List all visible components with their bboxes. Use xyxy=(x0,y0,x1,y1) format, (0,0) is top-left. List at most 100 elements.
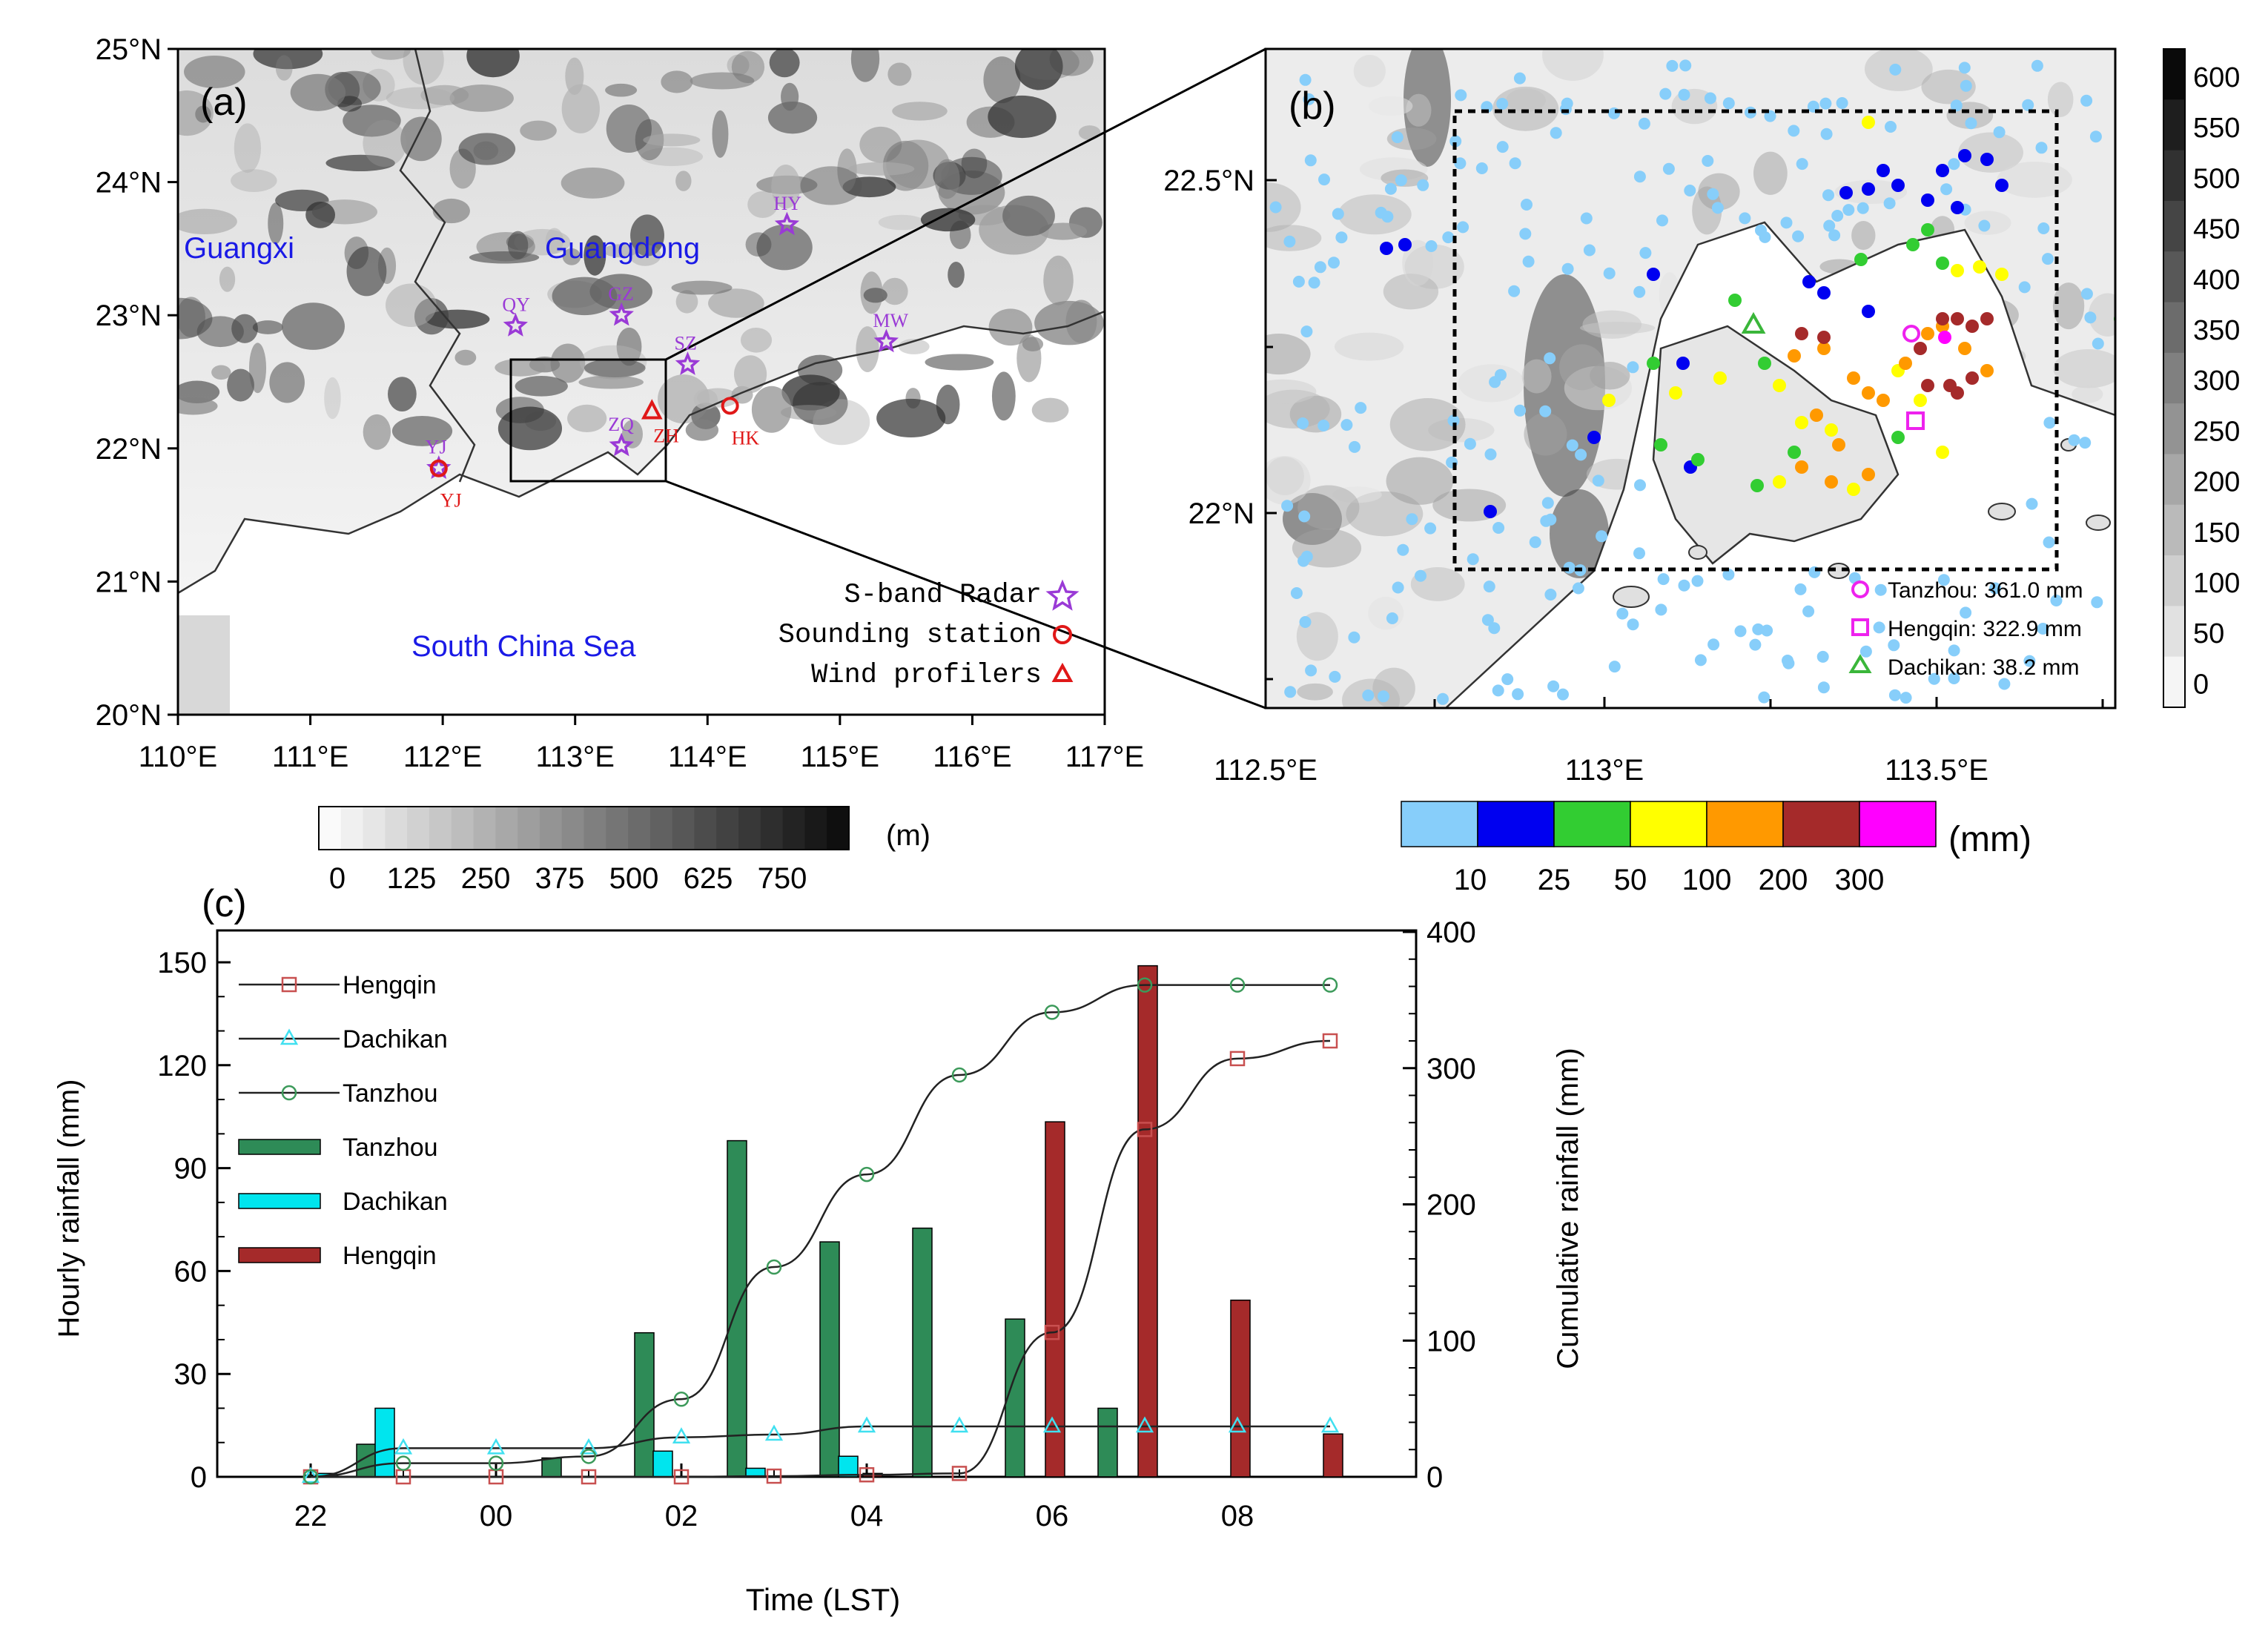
terrain-blob xyxy=(1432,489,1507,522)
terrain-colorbar-b-tick: 200 xyxy=(2193,467,2240,498)
radar-label: MW xyxy=(873,310,908,331)
terrain-blob xyxy=(346,246,387,297)
terrain-blob xyxy=(2047,82,2074,117)
coastline xyxy=(178,310,1105,595)
terrain-colorbar-a-cell xyxy=(340,807,364,850)
lat-tick-label: 22°N xyxy=(1188,497,1254,530)
rain-dot-low xyxy=(1561,262,1574,275)
rain-dot xyxy=(1380,242,1393,255)
terrain-blob xyxy=(391,415,453,446)
terrain-blob xyxy=(583,235,606,276)
terrain-blob xyxy=(859,126,902,163)
lon-tick-label: 112°E xyxy=(403,741,482,773)
island xyxy=(2086,515,2111,531)
rain-dot xyxy=(1773,379,1786,392)
terrain-blob xyxy=(195,105,211,123)
rain-dot-low xyxy=(1425,240,1438,252)
legend-label: Dachikan xyxy=(343,1025,448,1054)
rain-colorbar-tick: 100 xyxy=(1682,864,1732,896)
rain-dot-low xyxy=(1627,618,1639,631)
rain-dot-low xyxy=(1483,580,1495,593)
terrain-blob xyxy=(1580,322,1656,334)
station-markers: HY QY GZ MW SZ ZQ YJ HK YJ ZH xyxy=(426,193,909,512)
rain-dot xyxy=(1847,483,1860,496)
rain-dot-low xyxy=(1831,210,1844,222)
radar-star-icon xyxy=(774,211,800,236)
rain-dot-low xyxy=(1842,204,1855,216)
rain-dot-low xyxy=(1355,402,1367,414)
rain-dot-low xyxy=(1464,437,1476,450)
radar-star-icon xyxy=(609,302,634,326)
rain-dot-low xyxy=(2026,497,2038,510)
terrain-colorbar-a-tick: 375 xyxy=(535,862,585,895)
terrain-blob xyxy=(675,290,698,314)
rain-dot-low xyxy=(1501,673,1514,686)
rain-dot-low xyxy=(1659,87,1672,100)
terrain-blob xyxy=(693,388,718,410)
lon-tick-label: 115°E xyxy=(801,741,879,773)
rain-dot xyxy=(1877,394,1890,407)
terrain-colorbar-b-cell xyxy=(2163,49,2185,100)
terrain-colorbar-b-cell xyxy=(2163,99,2185,151)
marker-triangle xyxy=(394,1438,413,1455)
terrain-colorbar-b-cell xyxy=(2163,200,2185,252)
rain-colorbar-unit: (mm) xyxy=(1948,820,2031,859)
terrain-colorbar-a-tick: 750 xyxy=(758,862,807,895)
rain-dot-low xyxy=(1836,97,1848,109)
panel-c-chart: (c) 0 30 60 90 120 150 0 100 200 300 400 22 00 02 04 06… xyxy=(53,882,1584,1617)
terrain-ridge xyxy=(1550,489,1609,578)
rain-dot-low xyxy=(1575,449,1587,461)
rain-dot xyxy=(1980,364,1994,377)
rain-dot-low xyxy=(1817,681,1830,694)
island xyxy=(1988,503,2016,520)
terrain-blob xyxy=(377,247,397,285)
rain-dot xyxy=(1773,475,1786,489)
rain-dot-low xyxy=(1888,689,1901,701)
rain-dot-low xyxy=(1734,625,1747,638)
rain-dot xyxy=(1728,294,1742,307)
rain-dot xyxy=(1758,357,1771,370)
legend-label: Tanzhou xyxy=(343,1079,438,1108)
terrain-blob xyxy=(1031,397,1069,423)
rain-dot-low xyxy=(1521,199,1533,211)
marker-square xyxy=(1322,1033,1338,1049)
lon-tick-label: 113°E xyxy=(1565,754,1644,787)
rain-dot-low xyxy=(1269,201,1282,214)
rain-dot xyxy=(1914,342,1927,355)
marker-circle xyxy=(859,1166,875,1182)
rain-dot xyxy=(1966,320,1979,333)
rain-dot-low xyxy=(1704,92,1716,105)
terrain-blob xyxy=(1406,93,1432,127)
lon-tick-label: 112.5°E xyxy=(1214,754,1318,787)
terrain-colorbar-a-cell xyxy=(672,807,695,850)
rain-dot-low xyxy=(1828,229,1841,242)
terrain-field xyxy=(178,49,1105,715)
rain-dot-low xyxy=(1395,174,1407,187)
rain-dot-low xyxy=(1557,688,1569,701)
guangxi-boundary xyxy=(399,49,476,483)
rain-dot xyxy=(1647,357,1660,370)
rain-dot-low xyxy=(1900,692,1912,704)
rain-dot-low xyxy=(2042,253,2054,265)
rain-colorbar-cell xyxy=(1477,801,1555,847)
terrain-blob xyxy=(454,349,477,366)
terrain-blob xyxy=(337,96,363,112)
marker-circle xyxy=(766,1259,782,1275)
terrain-blob xyxy=(2088,293,2115,337)
rain-dot-low xyxy=(1437,692,1449,705)
rain-dot-low xyxy=(1580,212,1593,225)
terrain-colorbar-a-cell xyxy=(518,807,540,850)
rain-colorbar-ticks: 10 25 50 100 200 300 xyxy=(1454,864,1885,896)
terrain-blob xyxy=(925,354,994,371)
rain-dot xyxy=(1676,357,1690,370)
lat-axis: 25°N 24°N 23°N 22°N 21°N 20°N xyxy=(96,33,178,732)
sounding-circle-icon xyxy=(721,397,739,415)
rain-dot-low xyxy=(1544,352,1556,365)
terrain-blob xyxy=(616,327,642,366)
rain-dot xyxy=(1862,116,1875,129)
marker-square xyxy=(1137,1122,1153,1137)
rain-dot-low xyxy=(1391,131,1404,144)
legend-tanzhou-icon xyxy=(1851,580,1869,598)
bar-tanzhou xyxy=(541,1457,562,1478)
terrain-colorbar-a-cell xyxy=(827,807,850,850)
